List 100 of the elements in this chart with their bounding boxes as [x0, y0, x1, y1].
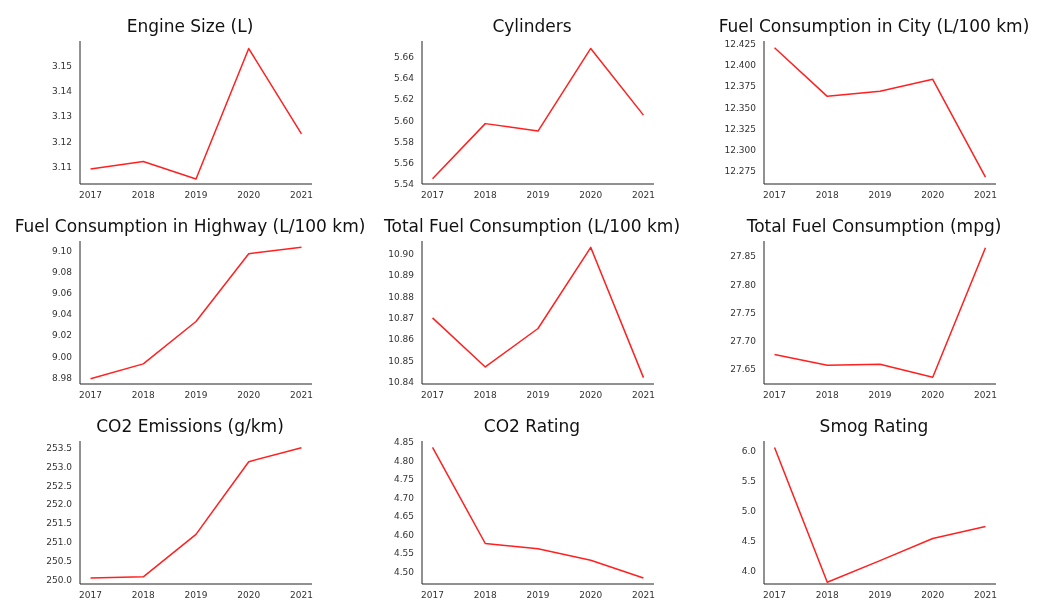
x-tick-label: 2017 [421, 190, 444, 201]
y-tick-label: 4.85 [393, 436, 414, 447]
line-series [431, 446, 645, 579]
x-tick-label: 2018 [131, 190, 155, 201]
y-tick-label: 9.10 [51, 245, 73, 256]
x-tick-label: 2017 [763, 190, 786, 201]
x-tick-label: 2017 [79, 390, 102, 401]
line-series [89, 47, 303, 180]
y-tick-label: 27.80 [730, 279, 757, 290]
x-tick-label: 2021 [974, 190, 997, 201]
x-tick-label: 2020 [921, 390, 945, 401]
x-tick-label: 2018 [131, 590, 155, 601]
x-tick-label: 2018 [473, 390, 497, 401]
x-tick-label: 2018 [473, 190, 497, 201]
x-tick-label: 2017 [79, 190, 102, 201]
x-tick-label: 2019 [184, 390, 208, 401]
x-tick-label: 2021 [632, 390, 655, 401]
x-tick-label: 2020 [237, 590, 261, 601]
y-tick-label: 4.75 [393, 474, 414, 485]
y-tick-label: 10.90 [388, 249, 415, 259]
y-tick-label: 12.425 [724, 38, 756, 49]
y-tick-label: 252.5 [46, 480, 72, 491]
x-tick-label: 2019 [184, 190, 208, 201]
y-tick-label: 250.0 [46, 574, 73, 585]
y-tick-label: 5.56 [393, 158, 415, 169]
y-tick-label: 8.98 [51, 372, 73, 383]
y-tick-label: 9.04 [51, 309, 73, 320]
y-tick-label: 12.350 [724, 102, 757, 113]
line-series [89, 246, 303, 380]
y-tick-label: 12.400 [724, 60, 757, 71]
x-tick-label: 2018 [815, 190, 839, 201]
y-tick-label: 5.62 [393, 94, 414, 105]
y-tick-label: 12.275 [724, 166, 756, 177]
y-tick-label: 4.50 [393, 566, 415, 577]
y-tick-label: 4.70 [393, 492, 415, 503]
x-tick-label: 2020 [579, 190, 603, 201]
chart-title: CO2 Rating [483, 416, 581, 436]
y-tick-label: 12.300 [724, 145, 757, 156]
y-tick-label: 5.64 [393, 73, 415, 84]
y-tick-label: 9.02 [51, 330, 72, 341]
y-tick-label: 5.60 [393, 115, 415, 126]
y-tick-label: 253.5 [46, 442, 72, 453]
x-tick-label: 2018 [815, 390, 839, 401]
x-tick-label: 2017 [421, 590, 444, 601]
x-tick-label: 2021 [632, 590, 655, 601]
y-tick-label: 9.00 [51, 351, 73, 362]
y-tick-label: 5.54 [393, 179, 415, 190]
x-tick-label: 2018 [131, 390, 155, 401]
x-tick-label: 2019 [184, 590, 208, 601]
y-tick-label: 10.89 [388, 270, 415, 281]
x-tick-label: 2021 [290, 590, 313, 601]
y-tick-label: 3.11 [51, 161, 72, 172]
x-tick-label: 2020 [579, 390, 603, 401]
y-tick-label: 27.75 [730, 307, 756, 318]
y-tick-label: 251.5 [46, 518, 72, 529]
y-tick-label: 253.0 [46, 461, 73, 472]
y-tick-label: 5.0 [741, 506, 757, 517]
chart-title: Cylinders [492, 16, 572, 36]
x-tick-label: 2019 [526, 390, 550, 401]
x-tick-label: 2019 [868, 390, 892, 401]
y-tick-label: 3.15 [51, 61, 72, 72]
x-tick-label: 2021 [290, 190, 313, 201]
y-tick-label: 4.55 [393, 548, 414, 559]
y-tick-label: 3.14 [51, 86, 73, 97]
x-tick-label: 2018 [473, 590, 497, 601]
x-tick-label: 2019 [526, 590, 550, 601]
line-series [773, 47, 987, 178]
chart-title: Engine Size (L) [126, 16, 254, 36]
x-tick-label: 2021 [632, 190, 655, 201]
chart-title: Fuel Consumption in Highway (L/100 km) [14, 216, 366, 236]
x-tick-label: 2020 [921, 590, 945, 601]
y-tick-label: 10.84 [388, 377, 415, 388]
y-tick-label: 6.0 [741, 446, 757, 457]
y-tick-label: 27.65 [730, 364, 756, 375]
x-tick-label: 2020 [579, 590, 603, 601]
y-tick-label: 27.70 [730, 336, 757, 347]
y-tick-label: 5.66 [393, 52, 415, 63]
chart-title: Total Fuel Consumption (mpg) [746, 216, 1002, 236]
y-tick-label: 3.13 [51, 111, 72, 122]
x-tick-label: 2017 [763, 590, 786, 601]
y-tick-label: 27.85 [730, 251, 756, 262]
y-tick-label: 4.5 [741, 536, 756, 547]
y-tick-label: 4.65 [393, 511, 414, 522]
y-tick-label: 251.0 [46, 537, 73, 548]
x-tick-label: 2017 [421, 390, 444, 401]
line-series [89, 447, 303, 579]
x-tick-label: 2020 [921, 190, 945, 201]
y-tick-label: 10.85 [388, 355, 414, 366]
x-tick-label: 2019 [868, 590, 892, 601]
x-tick-label: 2019 [526, 190, 550, 201]
x-tick-label: 2017 [763, 390, 786, 401]
y-tick-label: 3.12 [51, 136, 72, 147]
y-tick-label: 252.0 [46, 499, 73, 510]
y-tick-label: 5.5 [741, 476, 756, 487]
x-tick-label: 2020 [237, 190, 261, 201]
y-tick-label: 10.86 [388, 334, 415, 345]
y-tick-label: 4.60 [393, 529, 415, 540]
chart-title: CO2 Emissions (g/km) [96, 416, 284, 436]
x-tick-label: 2020 [237, 390, 261, 401]
y-tick-label: 9.06 [51, 288, 73, 299]
